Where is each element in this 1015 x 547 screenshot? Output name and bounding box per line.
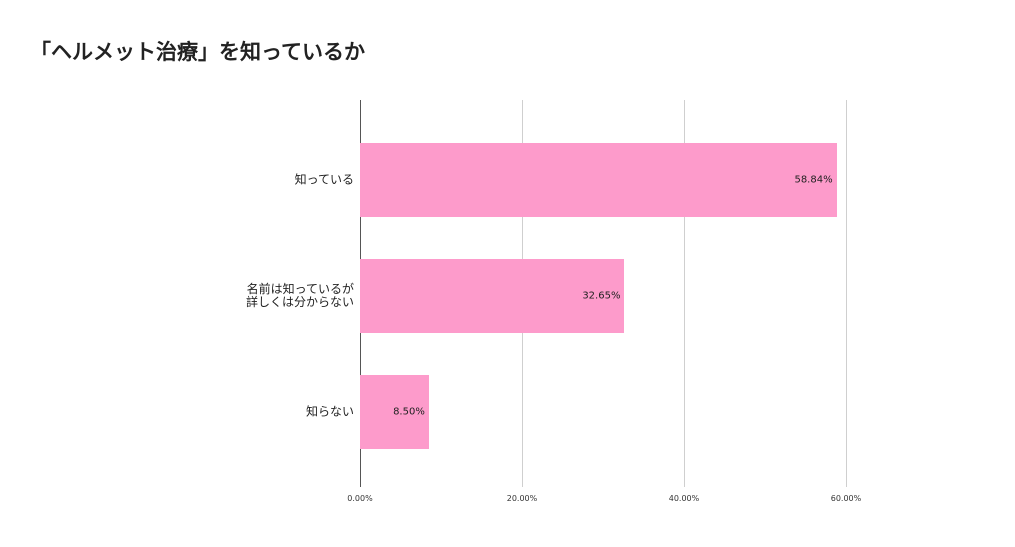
grid-line [683, 100, 685, 487]
y-tick-label: 知っている [294, 172, 354, 187]
bar [360, 259, 625, 333]
bar [360, 143, 837, 217]
x-tick-label: 20.00% [506, 494, 538, 503]
grid-line [845, 100, 847, 487]
value-label: 32.65% [582, 290, 621, 302]
y-tick-label: 名前は知っているが 詳しくは分からない [245, 282, 354, 309]
x-tick-label: 0.00% [347, 494, 373, 503]
chart-title: 「ヘルメット治療」を知っているか [30, 40, 365, 64]
x-tick-label: 60.00% [830, 494, 862, 503]
value-label: 58.84% [794, 174, 833, 186]
x-tick-label: 40.00% [668, 494, 700, 503]
bar [360, 375, 429, 449]
value-label: 8.50% [393, 406, 425, 418]
y-tick-label: 知らない [305, 404, 354, 419]
